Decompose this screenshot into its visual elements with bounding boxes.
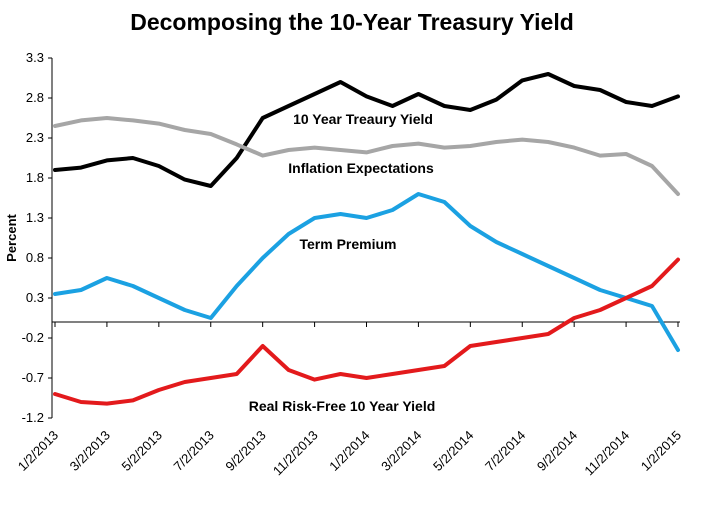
x-tick-label: 1/2/2015 [638, 428, 684, 474]
x-tick-label: 9/2/2013 [222, 428, 268, 474]
series-layer [53, 72, 680, 406]
x-tick-label: 3/2/2013 [67, 428, 113, 474]
chart-title: Decomposing the 10-Year Treasury Yield [130, 9, 574, 35]
y-axis-label: Percent [4, 213, 19, 261]
y-tick-label: 0.3 [26, 290, 44, 305]
series-line-real-risk-free-10-year-yield [53, 257, 680, 406]
x-tick-label: 5/2/2013 [119, 428, 165, 474]
annotation-term-premium: Term Premium [300, 236, 397, 252]
y-tick-label: -0.2 [22, 330, 44, 345]
x-tick-label: 11/2/2014 [581, 428, 632, 479]
annotation-10yr: 10 Year Treaury Yield [293, 111, 433, 127]
x-tick-label: 7/2/2013 [170, 428, 216, 474]
x-tick-label: 9/2/2014 [534, 428, 580, 474]
y-tick-label: -0.7 [22, 370, 44, 385]
x-tick-label: 1/2/2013 [15, 428, 61, 474]
y-tick-label: 1.8 [26, 170, 44, 185]
x-tick-label: 5/2/2014 [430, 428, 476, 474]
y-tick-label: 3.3 [26, 50, 44, 65]
x-tick-label: 3/2/2014 [378, 428, 424, 474]
y-tick-label: 2.8 [26, 90, 44, 105]
series-line-10-year-treasury-yield [53, 72, 680, 188]
x-tick-label: 11/2/2013 [270, 428, 321, 479]
annotation-layer: 10 Year Treaury Yield Inflation Expectat… [249, 111, 436, 414]
y-tick-label: 0.8 [26, 250, 44, 265]
annotation-real-yield: Real Risk-Free 10 Year Yield [249, 398, 436, 414]
y-tick-label: -1.2 [22, 410, 44, 425]
x-tick-label: 1/2/2014 [326, 428, 372, 474]
y-tick-label: 2.3 [26, 130, 44, 145]
series-line-inflation-expectations [53, 116, 680, 196]
series-line-term-premium [53, 192, 680, 352]
x-tick-label: 7/2/2014 [482, 428, 528, 474]
annotation-inflation: Inflation Expectations [288, 160, 434, 176]
y-tick-label: 1.3 [26, 210, 44, 225]
